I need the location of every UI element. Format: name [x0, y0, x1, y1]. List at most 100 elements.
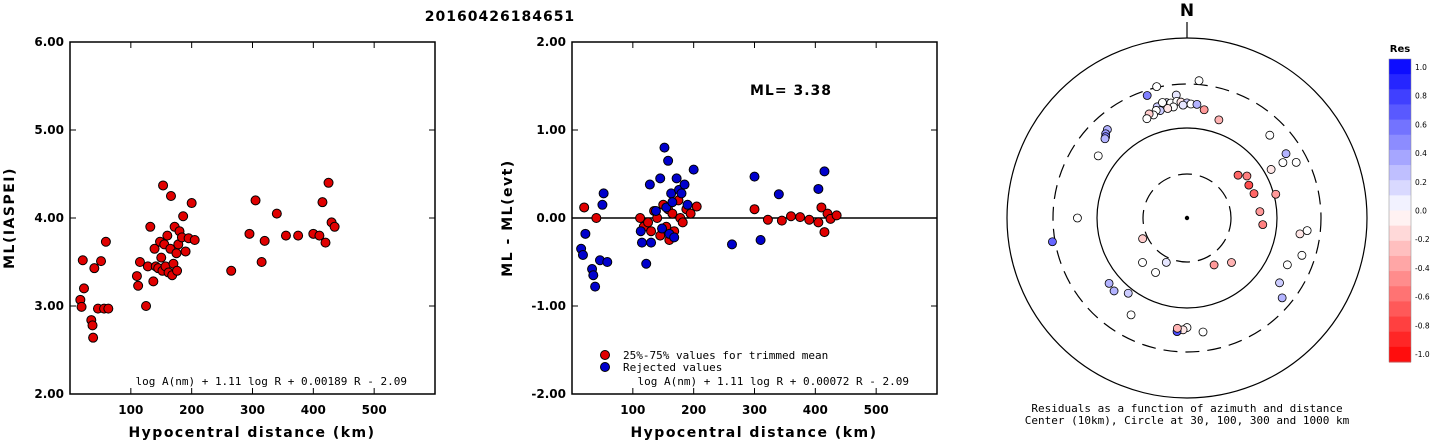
station-residual-point-37 [1277, 293, 1287, 303]
data-point-s0-9 [96, 256, 107, 267]
ml-annotation: ML= 3.38 [750, 83, 832, 99]
circle-100km [1096, 127, 1278, 309]
data-point-s0-5 [87, 320, 98, 331]
station-residual-point-27 [1265, 130, 1275, 140]
station-residual-point-35 [1282, 260, 1292, 270]
data-point-s1-24 [669, 232, 680, 243]
points-group [1048, 76, 1312, 337]
station-residual-point-46 [1104, 278, 1114, 288]
residual-vs-distance-chart: 100 200 300 400 500 -2.00 -1.00 0.00 1.00 2.00 ML… [500, 35, 938, 441]
x-axis-label: Hypocentral distance (km) [630, 425, 877, 441]
station-residual-point-59 [1214, 115, 1224, 125]
data-point-s0-44 [186, 198, 197, 209]
data-point-s0-5 [646, 226, 657, 237]
data-point-s0-22 [762, 214, 773, 225]
tick-group: 100 200 300 400 500 -2.00 -1.00 0.00 1.00 2.00 [531, 35, 937, 417]
data-point-s1-1 [577, 249, 588, 260]
data-point-s0-32 [831, 210, 842, 221]
station-residual-point-62 [1258, 220, 1268, 230]
data-point-s0-20 [691, 201, 702, 212]
station-residual-point-53 [1138, 234, 1148, 244]
station-residual-point-55 [1233, 170, 1243, 180]
data-point-s1-11 [636, 237, 647, 248]
colorbar-tick-label: -0.2 [1415, 235, 1430, 244]
data-point-s0-14 [133, 280, 144, 291]
station-residual-point-41 [1172, 323, 1182, 333]
data-point-s1-2 [580, 228, 591, 239]
data-point-s0-13 [131, 271, 142, 282]
colorbar-tick-label: 0.8 [1415, 92, 1427, 101]
colorbar-cell [1389, 104, 1411, 121]
data-point-s1-29 [682, 199, 693, 210]
y-tick-label: 1.00 [536, 123, 566, 137]
station-residual-point-30 [1291, 157, 1301, 167]
tick-group: 100 200 300 400 500 2.00 3.00 4.00 5.00 6.00 [34, 35, 435, 417]
x-tick-label: 100 [620, 403, 645, 417]
colorbar-cell [1389, 165, 1411, 181]
y-tick-label: 5.00 [34, 123, 64, 137]
data-point-s1-12 [641, 258, 652, 269]
data-point-s0-20 [149, 243, 160, 254]
colorbar-cell [1389, 240, 1411, 257]
data-point-s0-2 [635, 213, 646, 223]
colorbar-cell [1389, 89, 1411, 105]
data-point-s0-21 [749, 204, 760, 215]
data-point-s0-47 [244, 228, 255, 239]
data-point-s0-17 [677, 217, 688, 228]
colorbar-tick-label: -0.8 [1415, 321, 1430, 330]
data-point-s0-1 [591, 213, 602, 223]
data-point-s1-33 [755, 235, 766, 245]
colorbar-frame [1388, 58, 1412, 363]
data-point-s1-5 [590, 281, 601, 292]
data-point-s0-42 [180, 246, 191, 257]
data-point-s1-31 [726, 239, 737, 250]
caption-line-0: Residuals as a function of azimuth and d… [1031, 402, 1342, 415]
y-tick-label: 2.00 [34, 387, 64, 401]
data-point-s1-34 [773, 189, 784, 200]
data-point-s0-4 [643, 217, 654, 228]
data-point-s1-32 [749, 171, 760, 182]
formula-text: log A(nm) + 1.11 log R + 0.00189 R - 2.0… [135, 375, 407, 388]
data-point-s0-46 [226, 265, 237, 276]
colorbar-cell [1389, 74, 1411, 90]
data-point-s0-50 [259, 235, 270, 246]
colorbar-title: Res [1390, 44, 1410, 55]
colorbar-cell [1389, 210, 1411, 227]
station-residual-point-12 [1178, 100, 1188, 110]
y-tick-label: 2.00 [536, 35, 566, 49]
colorbar-tick-label: 0.0 [1415, 207, 1427, 216]
station-residual-point-47 [1048, 237, 1057, 247]
y-tick-label: -2.00 [531, 387, 566, 401]
data-point-s0-0 [579, 202, 590, 213]
data-point-s0-56 [317, 197, 328, 208]
station-residual-point-32 [1295, 229, 1305, 239]
data-point-s1-18 [659, 142, 670, 153]
station-residual-point-19 [1142, 114, 1152, 124]
legend-label-rejected: Rejected values [623, 361, 722, 374]
data-point-s0-18 [145, 221, 156, 232]
station-residual-point-50 [1209, 260, 1219, 270]
data-point-s1-20 [663, 155, 674, 166]
circle-300km [1052, 83, 1322, 353]
y-tick-label: 6.00 [34, 35, 64, 49]
colorbar-tick-label: 0.4 [1415, 149, 1427, 158]
colorbar-cell [1389, 271, 1411, 287]
data-point-s0-52 [280, 230, 291, 241]
station-residual-point-36 [1275, 278, 1284, 288]
data-point-s0-6 [88, 332, 99, 343]
station-residual-point-49 [1227, 258, 1236, 267]
data-point-s1-9 [602, 257, 613, 267]
data-point-s0-32 [165, 191, 176, 201]
colorbar-cell [1389, 346, 1411, 363]
data-point-s0-26 [804, 214, 815, 225]
data-point-s1-7 [597, 199, 608, 210]
colorbar-cell [1389, 225, 1411, 242]
station-residual-point-56 [1244, 180, 1254, 190]
data-point-s0-1 [76, 301, 87, 312]
station-residual-point-1 [1142, 91, 1152, 100]
data-point-s1-36 [819, 166, 830, 177]
x-tick-label: 500 [864, 403, 889, 417]
colorbar-tick-label: -1.0 [1415, 350, 1430, 359]
x-tick-label: 400 [803, 403, 828, 417]
x-tick-label: 200 [681, 403, 706, 417]
